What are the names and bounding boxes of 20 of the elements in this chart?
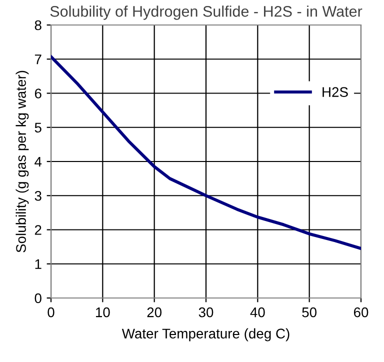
x-tick-label: 30: [198, 307, 214, 318]
y-tick-label: 8: [34, 20, 42, 30]
chart-title: Solubility of Hydrogen Sulfide - H2S - in Water: [50, 6, 362, 20]
x-tick-label: 60: [354, 307, 368, 318]
y-tick-label: 0: [34, 293, 42, 304]
y-tick-label: 2: [34, 225, 42, 235]
x-tick-label: 10: [96, 307, 110, 318]
x-tick-label: 40: [250, 307, 265, 318]
y-tick-label: 3: [34, 190, 42, 201]
x-tick-label: 20: [147, 307, 162, 318]
y-axis-title: Solubility (g gas per kg water): [16, 70, 29, 252]
y-tick-label: 4: [34, 156, 42, 167]
y-tick-label: 6: [34, 88, 42, 98]
x-tick-label: 50: [302, 307, 317, 318]
y-tick-label: 7: [34, 54, 42, 64]
legend-label: H2S: [322, 87, 348, 97]
y-tick-label: 5: [34, 122, 42, 133]
y-tick-label: 1: [35, 259, 42, 269]
x-tick-label: 0: [48, 307, 54, 318]
x-axis-title: Water Temperature (deg C): [122, 328, 290, 342]
